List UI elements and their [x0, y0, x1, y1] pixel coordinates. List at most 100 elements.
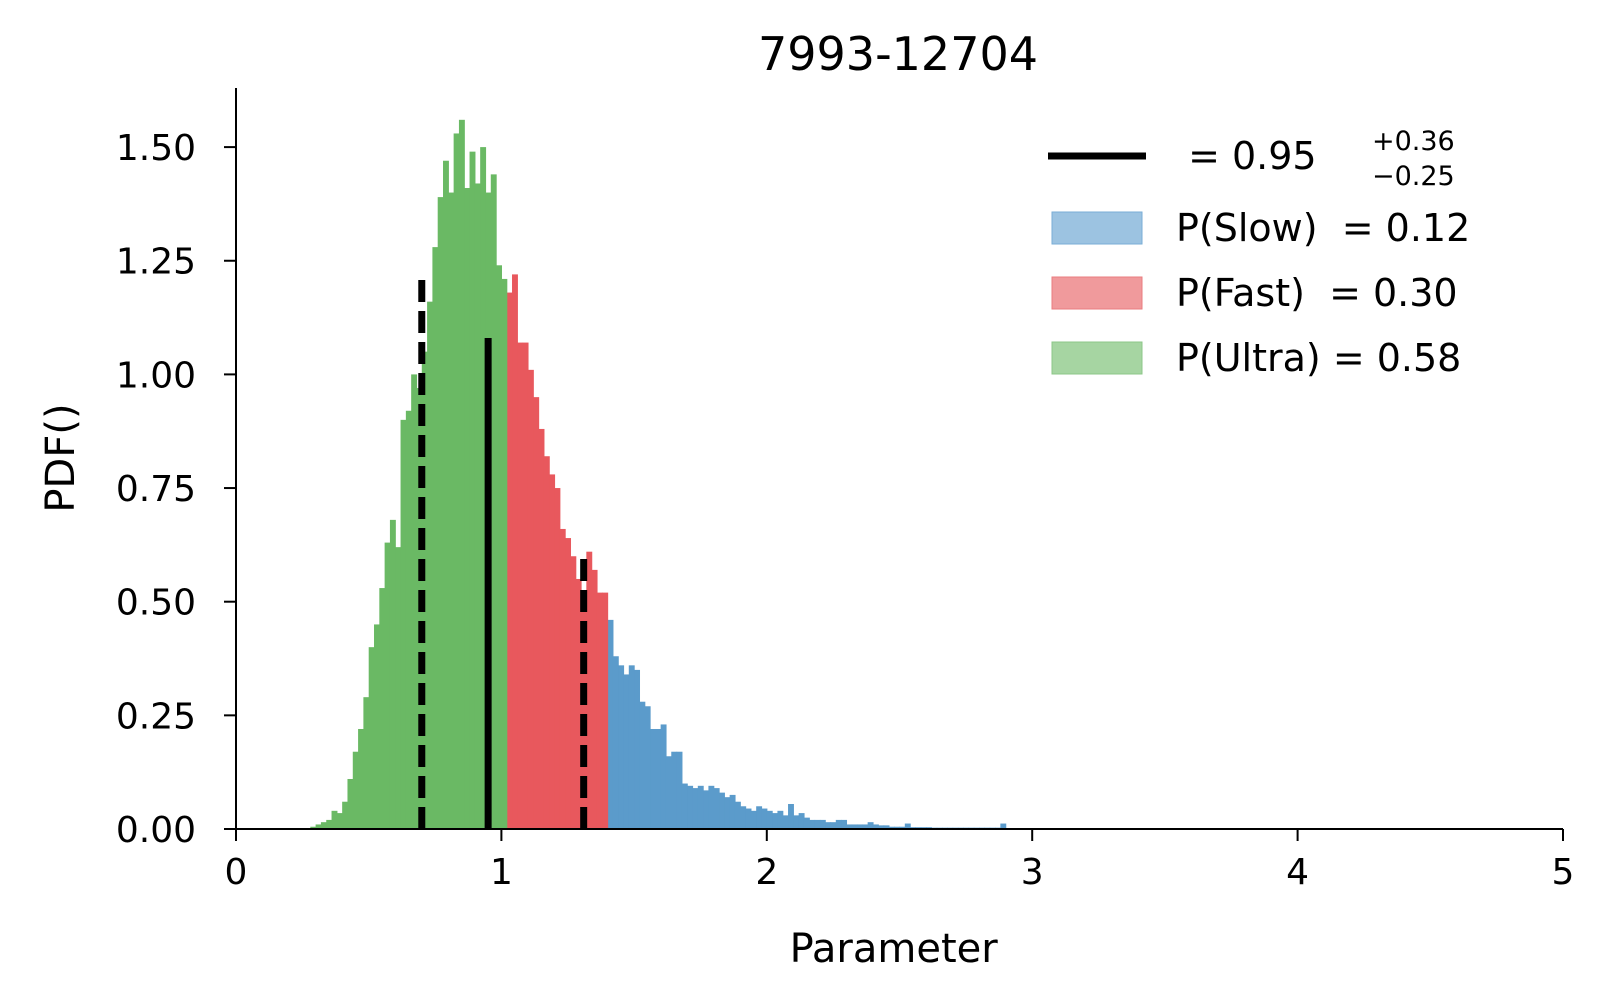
bar-ultra	[432, 247, 438, 829]
bar-slow	[639, 702, 645, 829]
legend-median-sub: −0.25	[1372, 161, 1455, 192]
x-tick-label: 1	[490, 852, 513, 893]
bar-ultra	[337, 813, 343, 829]
legend: 𝒡 = 0.95 +0.36 −0.25 P(Slow) = 0.12 P(Fa…	[1048, 126, 1470, 380]
bar-fast	[565, 538, 571, 829]
bar-fast	[597, 593, 603, 829]
bar-slow	[608, 620, 614, 829]
bar-ultra	[496, 265, 502, 829]
bar-slow	[746, 809, 752, 829]
bar-slow	[820, 820, 826, 829]
bar-slow	[809, 820, 815, 829]
x-ticks: 012345	[225, 829, 1575, 893]
bar-fast	[586, 552, 592, 829]
bar-ultra	[475, 183, 481, 829]
legend-fast-swatch	[1052, 277, 1142, 309]
bar-ultra	[470, 152, 476, 829]
bar-fast	[570, 556, 576, 829]
y-tick-label: 1.25	[116, 242, 196, 283]
bar-ultra	[443, 161, 449, 829]
bar-fast	[554, 488, 560, 829]
bar-slow	[756, 806, 762, 829]
bar-slow	[815, 820, 821, 829]
y-tick-label: 0.00	[116, 810, 196, 851]
bar-fast	[549, 474, 555, 829]
bar-slow	[719, 793, 725, 829]
bar-ultra	[406, 411, 412, 829]
bar-slow	[751, 811, 757, 829]
bar-ultra	[374, 624, 380, 829]
bar-slow	[671, 752, 677, 829]
chart-title: 7993-12704	[758, 27, 1038, 81]
bars-slow	[608, 620, 1007, 829]
bar-slow	[623, 674, 629, 829]
bar-slow	[836, 820, 842, 829]
bar-ultra	[321, 822, 327, 829]
y-tick-label: 0.50	[116, 583, 196, 624]
bar-slow	[724, 797, 730, 829]
x-tick-label: 5	[1552, 852, 1575, 893]
bar-ultra	[342, 802, 348, 829]
bar-slow	[730, 795, 736, 829]
bar-slow	[698, 786, 704, 829]
bar-slow	[767, 811, 773, 829]
bar-ultra	[347, 779, 353, 829]
bar-slow	[618, 665, 624, 829]
bar-fast	[517, 343, 523, 829]
bar-fast	[512, 274, 518, 829]
bar-slow	[868, 822, 874, 829]
bar-ultra	[454, 133, 460, 829]
bar-slow	[841, 820, 847, 829]
x-tick-label: 3	[1021, 852, 1044, 893]
bars-ultra	[310, 120, 507, 829]
x-axis-label: Parameter 𝒡	[790, 926, 1011, 972]
bar-ultra	[332, 811, 338, 829]
bar-ultra	[401, 420, 407, 829]
x-tick-label: 4	[1286, 852, 1309, 893]
bar-ultra	[438, 197, 444, 829]
bar-ultra	[427, 302, 433, 829]
bars-fast	[507, 274, 608, 829]
bar-fast	[507, 293, 513, 829]
bar-slow	[703, 790, 709, 829]
bar-slow	[687, 786, 693, 829]
bar-ultra	[379, 588, 385, 829]
bar-slow	[629, 665, 635, 829]
legend-fast-label: P(Fast) = 0.30	[1176, 271, 1458, 315]
bar-slow	[825, 822, 831, 829]
x-tick-label: 0	[225, 852, 248, 893]
bar-slow	[772, 813, 778, 829]
bar-fast	[560, 529, 566, 829]
bar-fast	[523, 343, 529, 829]
bar-ultra	[369, 647, 375, 829]
bar-slow	[634, 670, 640, 829]
legend-median-label: 𝒡 = 0.95	[1176, 134, 1317, 178]
y-tick-label: 0.25	[116, 696, 196, 737]
legend-slow-swatch	[1052, 212, 1142, 244]
bar-ultra	[395, 547, 401, 829]
bar-slow	[645, 706, 651, 829]
bar-slow	[666, 756, 672, 829]
bar-fast	[528, 370, 534, 829]
legend-slow-label: P(Slow) = 0.12	[1176, 206, 1470, 250]
bar-slow	[692, 788, 698, 829]
bar-ultra	[326, 820, 332, 829]
bar-slow	[804, 818, 810, 829]
bar-ultra	[491, 174, 497, 829]
bar-slow	[714, 788, 720, 829]
bar-ultra	[411, 374, 417, 829]
bar-slow	[661, 724, 667, 829]
y-tick-label: 1.00	[116, 355, 196, 396]
bar-ultra	[390, 520, 396, 829]
legend-ultra-label: P(Ultra) = 0.58	[1176, 336, 1461, 380]
bar-ultra	[358, 729, 364, 829]
bar-ultra	[501, 279, 507, 829]
bar-slow	[761, 809, 767, 829]
bar-slow	[793, 815, 799, 829]
bar-slow	[655, 729, 661, 829]
legend-ultra-swatch	[1052, 342, 1142, 374]
legend-median-value: 𝒡 = 0.95	[1176, 134, 1317, 178]
bar-ultra	[353, 752, 359, 829]
bar-fast	[539, 429, 545, 829]
